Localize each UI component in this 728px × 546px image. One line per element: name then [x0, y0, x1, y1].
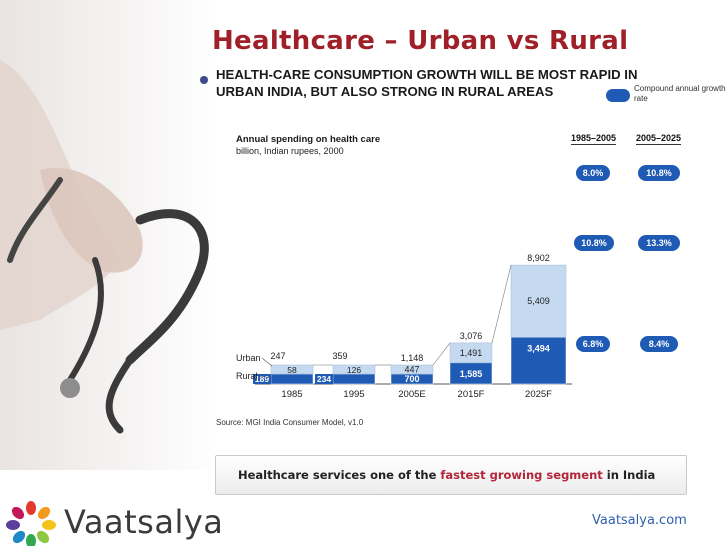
bar-rural-1995	[332, 373, 376, 385]
total-value-1985: 247	[270, 351, 285, 361]
source-note: Source: MGI India Consumer Model, v1.0	[216, 418, 364, 427]
growth-pill-r3-c2: 8.4%	[640, 336, 678, 352]
urban-value-2015F: 1,491	[460, 348, 483, 358]
bullet-icon	[200, 76, 208, 84]
series-pointer-urban	[261, 357, 273, 367]
bar-urban-2005E	[390, 364, 434, 375]
growth-pill-r2-c2: 13.3%	[638, 235, 680, 251]
bar-urban-2015F	[449, 342, 493, 364]
growth-pill-r3-c1: 6.8%	[576, 336, 610, 352]
rural-value-2025F: 3,494	[527, 343, 550, 353]
chart-subtitle: billion, Indian rupees, 2000	[236, 146, 344, 156]
chart-title: Annual spending on health care	[236, 134, 381, 145]
rural-value-2015F: 1,585	[460, 369, 483, 379]
x-tick-label-2025F: 2025F	[525, 389, 552, 400]
banner: Healthcare services one of the fastest g…	[215, 455, 687, 495]
slide-title: Healthcare – Urban vs Rural	[212, 26, 629, 56]
bar-urban-1985	[270, 364, 314, 375]
x-tick-label-2015F: 2015F	[458, 389, 485, 400]
x-tick-label-2005E: 2005E	[398, 389, 425, 400]
bar-rural-1985	[270, 373, 314, 385]
growth-pill-r1-c1: 8.0%	[576, 165, 610, 181]
x-tick-label-1995: 1995	[343, 389, 364, 400]
banner-highlight: fastest growing segment	[440, 468, 603, 482]
rural-value-2005E: 700	[404, 374, 419, 384]
rural-label-box-1985	[253, 374, 271, 384]
series-label-urban: Urban	[236, 353, 261, 363]
connector-line-2	[432, 342, 451, 366]
banner-prefix: Healthcare services one of the	[238, 468, 441, 482]
series-pointer-rural	[259, 375, 273, 379]
banner-text: Healthcare services one of the fastest g…	[238, 468, 655, 482]
rural-value-1995: 234	[317, 374, 331, 384]
legend-swatch	[606, 89, 630, 102]
series-label-rural: Rural	[236, 371, 258, 381]
urban-value-2005E: 447	[404, 365, 419, 375]
vaatsalya-logo-icon	[6, 501, 56, 546]
total-value-2005E: 1,148	[401, 353, 424, 363]
headline: HEALTH-CARE CONSUMPTION GROWTH WILL BE M…	[216, 67, 638, 99]
brand-name: Vaatsalya	[64, 503, 224, 541]
banner-suffix: in India	[602, 468, 656, 482]
bar-rural-2025F	[510, 337, 567, 385]
total-value-2015F: 3,076	[460, 331, 483, 341]
urban-value-2025F: 5,409	[527, 296, 550, 306]
period-header-1: 1985–2005	[571, 133, 617, 145]
website-link[interactable]: Vaatsalya.com	[592, 513, 687, 528]
x-tick-label-1985: 1985	[281, 389, 302, 400]
rural-value-1985: 189	[255, 374, 269, 384]
total-value-1995: 359	[332, 351, 347, 361]
urban-value-1995: 126	[347, 365, 361, 375]
growth-pill-r1-c2: 10.8%	[638, 165, 680, 181]
growth-pill-r2-c1: 10.8%	[574, 235, 614, 251]
total-value-2025F: 8,902	[527, 253, 550, 263]
connector-line-3	[491, 264, 512, 343]
legend-label: Compound annual growth rate	[634, 84, 726, 103]
bar-urban-2025F	[510, 264, 567, 338]
stethoscope-hand-image	[0, 0, 220, 470]
rural-label-box-1995	[315, 374, 333, 384]
period-header-2: 2005–2025	[636, 133, 682, 145]
urban-value-1985: 58	[287, 365, 297, 375]
bar-urban-1995	[332, 364, 376, 375]
